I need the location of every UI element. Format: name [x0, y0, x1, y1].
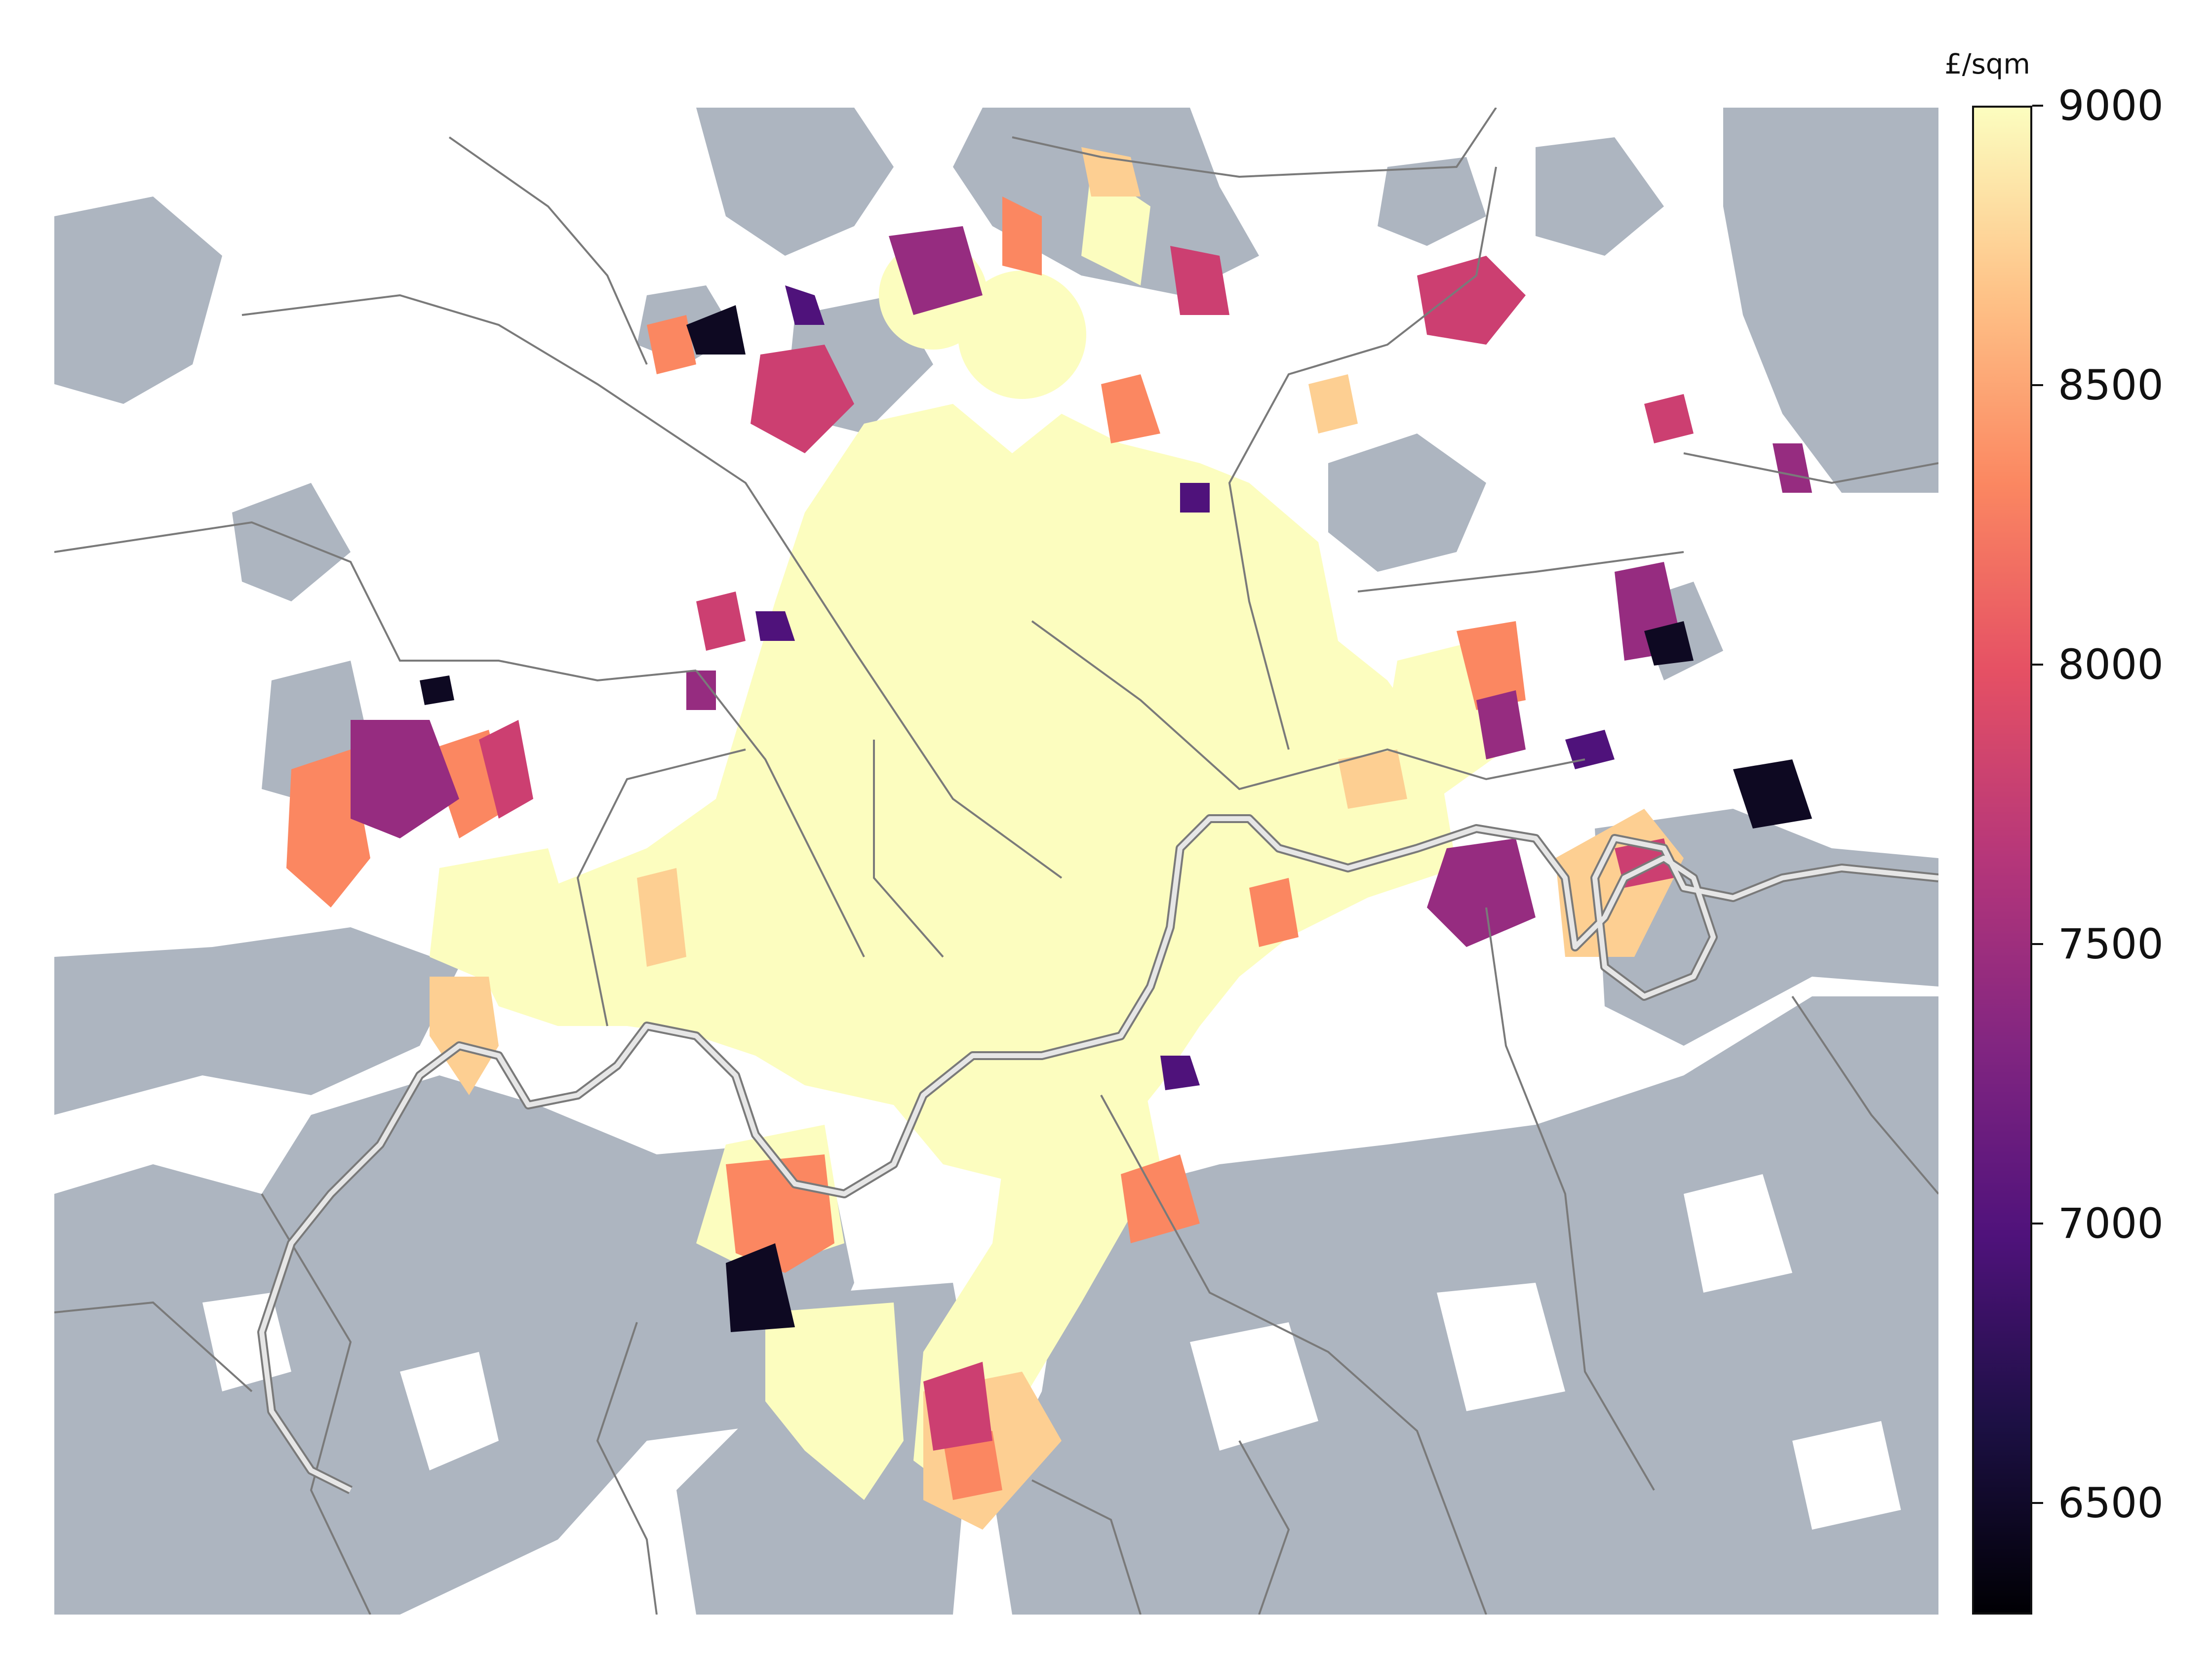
colorbar-tick-mark [2032, 1501, 2043, 1504]
price-7500 [351, 226, 1812, 947]
colorbar-tick-label: 7000 [2058, 1199, 2164, 1248]
colorbar-tick-label: 9000 [2058, 81, 2164, 130]
colorbar-tick-mark [2032, 105, 2043, 107]
white-gaps [202, 1174, 1901, 1530]
colorbar [1972, 106, 2032, 1615]
price-6500 [420, 305, 1812, 1332]
colorbar-title: £/sqm [1944, 48, 2030, 80]
colorbar-tick-label: 8000 [2058, 640, 2164, 689]
colorbar-tick-label: 7500 [2058, 919, 2164, 968]
colorbar-tick-mark [2032, 943, 2043, 945]
price-map [54, 107, 1939, 1615]
price-7900 [479, 246, 1694, 1451]
price-7000 [755, 285, 1615, 1090]
borough-boundaries [54, 107, 1939, 1615]
map-area[interactable] [54, 107, 1939, 1615]
colorbar-tick-mark [2032, 1222, 2043, 1224]
colorbar-tick-label: 8500 [2058, 360, 2164, 409]
colorbar-tick-mark [2032, 384, 2043, 386]
river-thames-water [259, 816, 1939, 1493]
colorbar-tick-label: 6500 [2058, 1478, 2164, 1527]
colorbar-tick-mark [2032, 663, 2043, 666]
